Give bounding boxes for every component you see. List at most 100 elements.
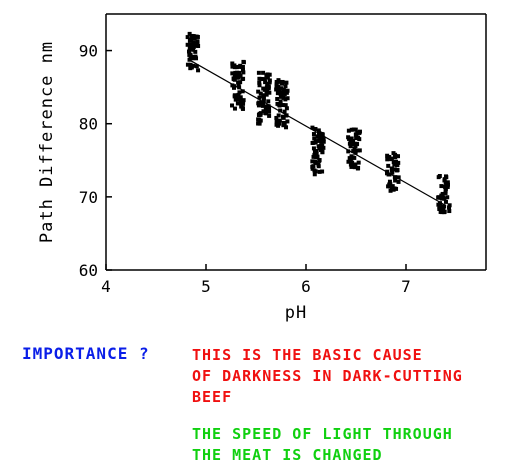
data-point <box>388 188 393 193</box>
data-point <box>189 46 194 51</box>
data-point <box>256 117 261 122</box>
data-point <box>277 121 282 126</box>
data-point <box>280 81 285 86</box>
data-point <box>279 94 284 99</box>
data-point <box>277 103 282 108</box>
data-point <box>257 112 262 117</box>
data-point <box>351 139 356 144</box>
x-tick-label: 6 <box>301 277 311 296</box>
data-point <box>317 158 322 163</box>
data-point <box>320 132 325 137</box>
data-point <box>318 134 323 139</box>
data-point <box>357 129 362 134</box>
data-point <box>439 196 444 201</box>
data-point <box>393 152 398 157</box>
data-point <box>391 160 396 165</box>
data-point <box>194 64 199 69</box>
data-point <box>283 103 288 108</box>
data-point <box>264 73 269 78</box>
data-point <box>266 86 271 91</box>
data-point <box>347 141 352 146</box>
x-tick-label: 7 <box>401 277 411 296</box>
data-point <box>188 62 193 67</box>
data-point <box>443 174 448 179</box>
x-tick-label: 5 <box>201 277 211 296</box>
data-point <box>284 80 289 85</box>
data-point <box>195 34 200 39</box>
data-point <box>283 84 288 89</box>
data-point <box>388 182 393 187</box>
data-point <box>396 154 401 159</box>
data-point <box>257 121 262 126</box>
data-point <box>437 174 442 179</box>
data-point <box>439 184 444 189</box>
data-point <box>354 136 359 141</box>
data-point <box>320 169 325 174</box>
data-point <box>319 139 324 144</box>
data-point <box>277 88 282 93</box>
data-point <box>280 103 285 108</box>
data-point <box>385 157 390 162</box>
data-point <box>352 146 357 151</box>
cause-note-line-2: OF DARKNESS IN DARK-CUTTING <box>192 367 463 385</box>
data-point <box>387 179 392 184</box>
data-point <box>261 70 266 75</box>
data-point <box>349 164 354 169</box>
data-point <box>310 125 315 130</box>
data-point <box>396 160 401 165</box>
data-point <box>277 86 282 91</box>
data-point <box>276 78 281 83</box>
data-point <box>261 99 266 104</box>
data-point <box>385 153 390 158</box>
data-point <box>264 92 269 97</box>
data-point <box>443 190 448 195</box>
data-point <box>389 185 394 190</box>
data-point <box>312 172 317 177</box>
data-point <box>193 49 198 54</box>
data-point <box>241 60 246 65</box>
data-point <box>350 160 355 165</box>
data-point <box>347 156 352 161</box>
data-point <box>237 90 242 95</box>
data-point <box>263 110 268 115</box>
data-point <box>196 68 201 73</box>
data-point <box>284 106 289 111</box>
data-point <box>267 105 272 110</box>
cause-note-line-3: BEEF <box>192 388 233 406</box>
data-point <box>267 113 272 118</box>
data-point <box>241 70 246 75</box>
data-point <box>185 42 190 47</box>
data-point <box>387 184 392 189</box>
data-point <box>265 81 270 86</box>
data-point <box>261 86 266 91</box>
data-point <box>258 91 263 96</box>
data-point <box>440 204 445 209</box>
data-point <box>232 63 237 68</box>
data-point <box>267 72 272 77</box>
data-point <box>312 152 317 157</box>
data-point <box>447 209 452 214</box>
data-point <box>314 151 319 156</box>
data-point <box>389 156 394 161</box>
data-point <box>241 98 246 103</box>
data-point <box>236 83 241 88</box>
data-point <box>348 144 353 149</box>
data-point <box>442 196 447 201</box>
data-point <box>274 84 279 89</box>
data-point <box>447 205 452 210</box>
data-point <box>278 99 283 104</box>
data-point <box>445 195 450 200</box>
data-point <box>393 159 398 164</box>
data-point <box>234 71 239 76</box>
data-point <box>311 164 316 169</box>
data-point <box>264 104 269 109</box>
data-point <box>351 142 356 147</box>
data-point <box>189 56 194 61</box>
data-point <box>275 91 280 96</box>
data-point <box>313 169 318 174</box>
data-point <box>352 165 357 170</box>
data-point <box>387 154 392 159</box>
data-point <box>346 159 351 164</box>
data-point <box>396 175 401 180</box>
data-point <box>233 97 238 102</box>
